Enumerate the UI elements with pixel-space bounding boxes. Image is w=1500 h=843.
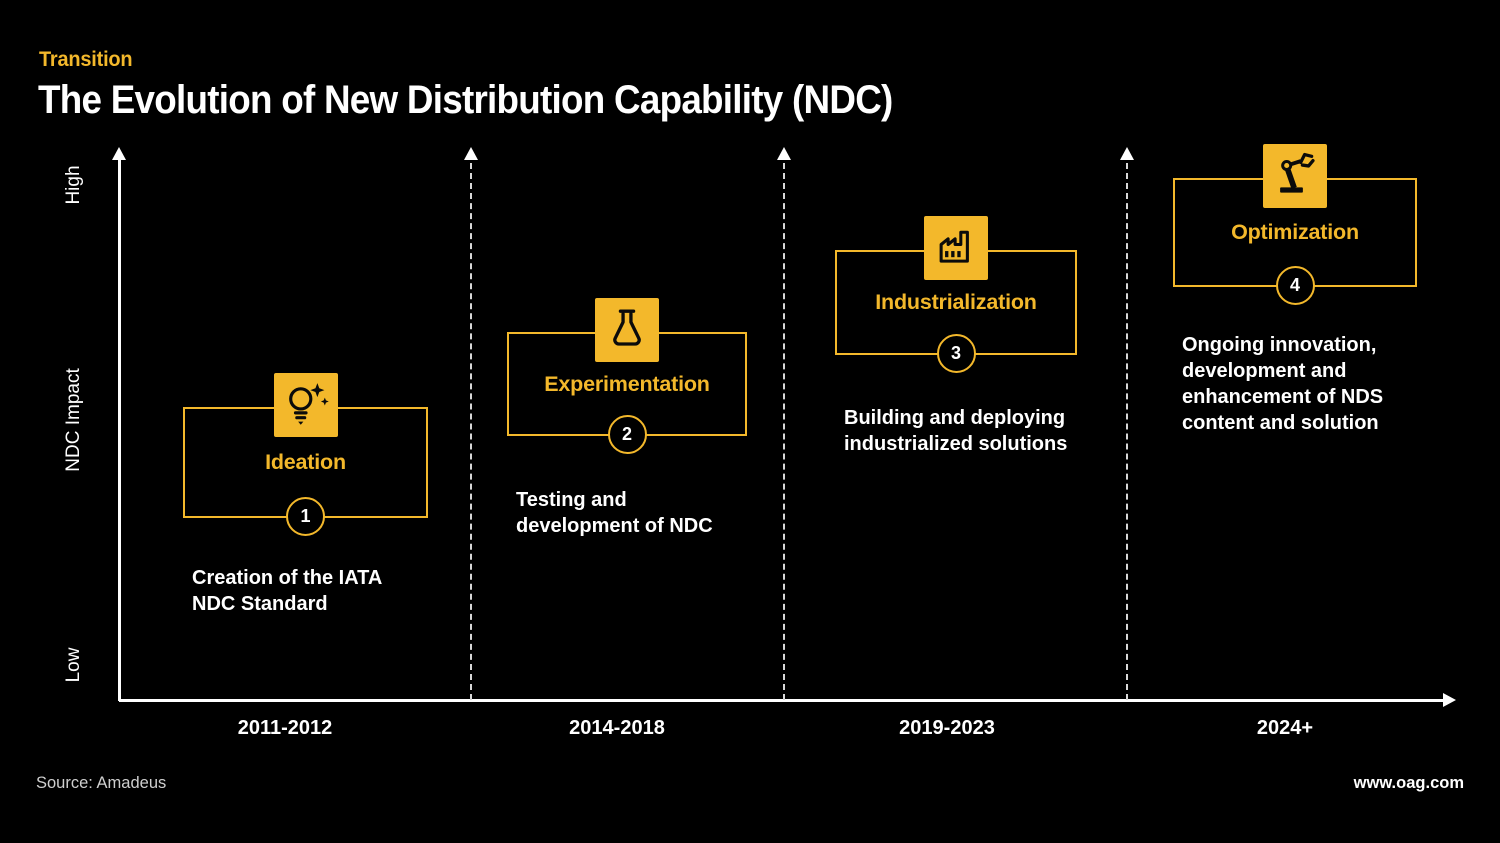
stage-label: Experimentation: [544, 371, 710, 396]
divider-dashed-line-3: [1126, 163, 1128, 700]
stage-description: Testing and development of NDC: [516, 489, 713, 537]
stage-description: Creation of the IATA NDC Standard: [192, 567, 383, 615]
stage-industrialization: Industrialization 3 Building and deployi…: [835, 216, 1077, 455]
divider-dashed-line-2: [783, 163, 785, 700]
stage-experimentation: Experimentation 2 Testing and developmen…: [507, 298, 747, 537]
stage-ideation: Ideation 1 Creation of the IATA NDC Stan…: [183, 373, 428, 615]
stage-label: Ideation: [265, 450, 346, 474]
stage-number: 2: [621, 424, 632, 444]
stage-number: 4: [1289, 275, 1300, 295]
x-axis-label-period-3: 2019-2023: [899, 717, 995, 739]
y-axis-label-low: Low: [63, 647, 84, 683]
y-axis-title: NDC Impact: [63, 368, 84, 472]
stage-label: Optimization: [1231, 220, 1359, 244]
divider-arrow-icon-1: [464, 147, 478, 160]
x-axis-label-period-2: 2014-2018: [569, 717, 665, 739]
flask-icon: [595, 298, 659, 362]
stage-number-badge: 2: [607, 415, 647, 454]
stage-number-badge: 1: [286, 497, 325, 536]
x-axis-label-period-1: 2011-2012: [237, 717, 333, 739]
y-axis-line: [118, 160, 121, 701]
lightbulb-icon: [273, 373, 338, 437]
kicker-label: Transition: [39, 48, 133, 71]
page-title: The Evolution of New Distribution Capabi…: [38, 78, 893, 122]
source-credit: Source: Amadeus: [36, 774, 167, 792]
x-axis-line: [119, 699, 1443, 702]
website-label: www.oag.com: [1353, 774, 1464, 792]
y-axis-arrow-icon: [112, 147, 126, 160]
stage-number-badge: 4: [1275, 266, 1315, 305]
stage-label: Industrialization: [875, 290, 1037, 314]
stage-description: Ongoing innovation, development and enha…: [1182, 334, 1384, 434]
divider-arrow-icon-3: [1120, 147, 1134, 160]
stage-description: Building and deploying industrialized so…: [844, 407, 1068, 455]
stage-optimization: Optimization 4 Ongoing innovation, devel…: [1173, 144, 1417, 434]
divider-dashed-line-1: [470, 163, 472, 700]
x-axis-arrow-icon: [1443, 693, 1456, 707]
stage-box: Optimization 4: [1173, 144, 1417, 305]
x-axis-label-period-4: 2024+: [1256, 717, 1314, 739]
y-axis-label-high: High: [63, 165, 84, 205]
factory-icon: [924, 216, 988, 280]
divider-arrow-icon-2: [777, 147, 791, 160]
stage-box: Ideation 1: [183, 373, 428, 536]
stage-number-badge: 3: [936, 334, 976, 373]
stage-number: 3: [950, 343, 961, 363]
stage-box: Experimentation 2: [507, 298, 747, 454]
stage-box: Industrialization 3: [835, 216, 1077, 373]
robot-arm-icon: [1263, 144, 1327, 208]
stage-number: 1: [300, 506, 311, 526]
